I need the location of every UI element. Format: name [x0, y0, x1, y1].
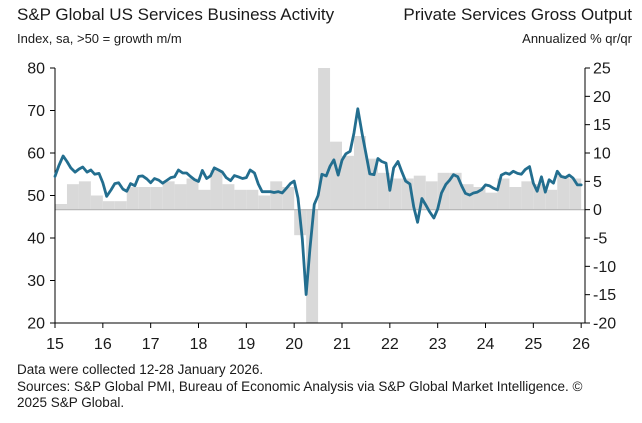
- left-tick-label-70: 70: [27, 103, 45, 120]
- x-tick-label-23: 23: [429, 336, 447, 353]
- bar-41: [545, 189, 558, 210]
- line-layer: [53, 107, 583, 296]
- bar-26: [365, 158, 378, 210]
- bar-19: [282, 187, 295, 210]
- bar-40: [533, 184, 546, 210]
- x-tick-label-21: 21: [333, 336, 351, 353]
- bar-1: [66, 184, 79, 210]
- right-tick-label--10: -10: [593, 259, 616, 276]
- x-tick-label-18: 18: [190, 336, 208, 353]
- right-tick-label-25: 25: [593, 61, 611, 78]
- bar-11: [186, 178, 199, 210]
- x-tick-label-17: 17: [142, 336, 160, 353]
- bar-0: [55, 204, 67, 210]
- left-tick-label-80: 80: [27, 61, 45, 78]
- bar-9: [162, 181, 175, 210]
- bar-10: [174, 184, 187, 210]
- right-tick-label-20: 20: [593, 89, 611, 106]
- x-tick-label-25: 25: [524, 336, 542, 353]
- bar-12: [198, 189, 211, 210]
- bar-28: [389, 178, 402, 210]
- left-tick-label-40: 40: [27, 231, 45, 248]
- left-tick-label-20: 20: [27, 316, 45, 333]
- bar-23: [330, 141, 343, 210]
- bar-27: [377, 172, 390, 210]
- axes-layer: [50, 67, 590, 328]
- x-tick-label-16: 16: [94, 336, 112, 353]
- bar-22: [318, 68, 331, 210]
- bar-5: [114, 201, 127, 210]
- bar-36: [485, 192, 498, 210]
- right-tick-label--15: -15: [593, 287, 616, 304]
- chart-footnote: Data were collected 12-28 January 2026. …: [17, 362, 632, 412]
- bar-37: [497, 178, 510, 210]
- left-tick-label-50: 50: [27, 188, 45, 205]
- bar-34: [461, 184, 474, 210]
- bar-7: [138, 187, 151, 210]
- right-axis-subtitle: Annualized % qr/qr: [522, 31, 632, 46]
- right-tick-label--5: -5: [593, 231, 607, 248]
- right-tick-label-10: 10: [593, 146, 611, 163]
- right-tick-label--20: -20: [593, 316, 616, 333]
- bar-17: [258, 195, 271, 210]
- left-tick-label-30: 30: [27, 273, 45, 290]
- bar-42: [557, 175, 570, 210]
- x-tick-label-20: 20: [285, 336, 303, 353]
- footnote-line-3: 2025 S&P Global.: [17, 395, 125, 410]
- right-tick-label-15: 15: [593, 117, 611, 134]
- bar-35: [473, 187, 486, 210]
- left-axis-subtitle: Index, sa, >50 = growth m/m: [17, 31, 182, 46]
- footnote-line-1: Data were collected 12-28 January 2026.: [17, 362, 264, 377]
- right-tick-label-5: 5: [593, 174, 602, 191]
- bar-31: [425, 181, 438, 210]
- x-tick-label-24: 24: [477, 336, 495, 353]
- footnote-line-2: Sources: S&P Global PMI, Bureau of Econo…: [17, 378, 583, 394]
- bar-16: [246, 189, 259, 210]
- bar-21: [306, 209, 319, 323]
- bar-2: [78, 181, 91, 210]
- pmi-series-line: [53, 107, 583, 296]
- x-tick-label-26: 26: [572, 336, 590, 353]
- right-chart-title: Private Services Gross Output: [403, 5, 632, 24]
- bar-15: [234, 189, 247, 210]
- bar-24: [342, 155, 354, 210]
- bar-6: [126, 187, 139, 210]
- left-tick-label-60: 60: [27, 146, 45, 163]
- bar-14: [222, 184, 235, 210]
- right-tick-label-0: 0: [593, 202, 602, 219]
- bar-3: [90, 195, 103, 210]
- x-tick-label-22: 22: [381, 336, 399, 353]
- bar-8: [150, 187, 163, 210]
- bar-18: [270, 181, 283, 210]
- x-tick-label-15: 15: [46, 336, 64, 353]
- x-tick-label-19: 19: [237, 336, 255, 353]
- bar-30: [413, 175, 426, 210]
- bar-13: [210, 170, 223, 210]
- bar-4: [102, 201, 115, 210]
- bar-33: [449, 172, 462, 210]
- bar-25: [353, 136, 366, 210]
- bar-43: [569, 178, 582, 210]
- bar-38: [509, 187, 522, 210]
- bar-39: [521, 181, 534, 210]
- bar-29: [401, 178, 414, 210]
- left-chart-title: S&P Global US Services Business Activity: [17, 5, 335, 24]
